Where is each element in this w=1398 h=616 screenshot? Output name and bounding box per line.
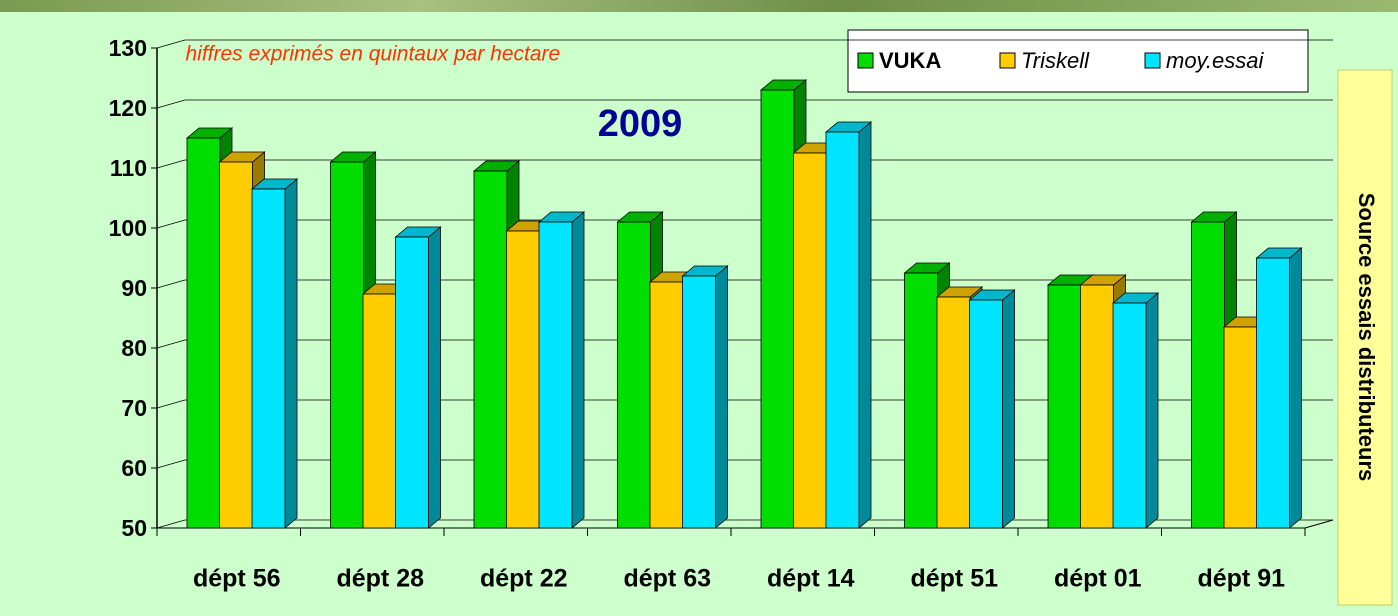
bar-top-shade	[1113, 293, 1158, 303]
bar-top-shade	[1191, 212, 1237, 222]
grass-strip	[0, 0, 1398, 12]
grid-diag	[156, 459, 186, 469]
y-tick-label: 70	[121, 395, 147, 421]
year-label: 2009	[598, 103, 683, 145]
grid-diag	[156, 219, 186, 229]
x-tick-label: dépt 28	[336, 565, 424, 593]
bar	[1256, 257, 1290, 529]
bar-side-shade	[572, 212, 584, 528]
side-label: Source essais distributeurs	[1354, 193, 1379, 482]
bar-top-shade	[904, 263, 950, 273]
legend-swatch	[999, 52, 1016, 69]
bar	[793, 152, 827, 529]
y-tick-label: 90	[121, 275, 147, 301]
bar-side-shade	[1146, 293, 1158, 528]
bar	[473, 170, 508, 529]
bar-side-shade	[859, 122, 871, 528]
grid-diag	[156, 39, 186, 49]
x-tick-label: dépt 14	[767, 565, 855, 593]
bar-top-shade	[969, 290, 1015, 300]
bar	[904, 272, 938, 529]
bar	[682, 275, 716, 529]
bar	[825, 131, 860, 529]
legend-label: moy.essai	[1166, 48, 1265, 73]
bar	[219, 161, 253, 529]
bar	[1080, 284, 1114, 529]
bar	[330, 161, 364, 529]
legend-swatch	[1144, 52, 1161, 69]
bar-side-shade	[715, 266, 728, 528]
bar	[760, 89, 795, 529]
grid-diag	[156, 99, 186, 109]
grid-diag	[156, 519, 186, 529]
bar	[617, 221, 651, 529]
x-tick-label: dépt 63	[623, 565, 711, 593]
bar-top-shade	[682, 266, 728, 276]
bar-top-shade	[219, 152, 265, 162]
bar-top-shade	[474, 161, 519, 171]
x-tick-label: dépt 22	[480, 565, 568, 593]
bar	[1047, 284, 1082, 529]
bar-side-shade	[285, 179, 297, 528]
bar-top-shade	[330, 152, 376, 162]
y-tick-label: 50	[121, 515, 147, 541]
bar	[186, 137, 221, 529]
bar	[969, 299, 1003, 529]
bar	[649, 281, 684, 529]
bar-top-shade	[187, 128, 232, 138]
bar-top-shade	[539, 212, 584, 222]
bar-top-shade	[395, 227, 441, 237]
bar	[1223, 326, 1258, 529]
bar	[251, 188, 286, 529]
y-tick-label: 60	[121, 455, 147, 481]
y-tick-label: 110	[110, 155, 147, 181]
bar-top-shade	[1080, 275, 1126, 285]
legend-label: VUKA	[879, 48, 941, 73]
x-tick-label: dépt 56	[193, 565, 281, 593]
grid-diag	[156, 399, 186, 409]
legend-label: Triskell	[1021, 48, 1090, 73]
y-tick-label: 100	[109, 215, 147, 241]
back-wall	[157, 38, 185, 528]
y-tick-label: 130	[109, 35, 147, 61]
bar-top-shade	[617, 212, 663, 222]
x-tick-label: dépt 91	[1197, 565, 1285, 593]
x-tick-label: dépt 01	[1054, 565, 1142, 593]
y-tick-label: 80	[121, 335, 147, 361]
bar-top-shade	[1256, 248, 1302, 258]
bar-side-shade	[1002, 290, 1015, 528]
legend-swatch	[857, 52, 874, 69]
bar	[936, 296, 971, 529]
bar-side-shade	[428, 227, 441, 528]
bar	[1112, 302, 1147, 529]
bar-side-shade	[1289, 248, 1302, 528]
grid-diag	[156, 339, 186, 349]
bar	[538, 221, 573, 529]
bar-top-shade	[252, 179, 297, 189]
bar	[506, 230, 540, 529]
bar	[395, 236, 429, 529]
grid-diag	[156, 279, 186, 289]
grid-diag	[156, 159, 186, 169]
bar-top-shade	[1048, 275, 1093, 285]
bar	[1191, 221, 1225, 529]
bar-top-shade	[761, 80, 806, 90]
bar	[362, 293, 397, 529]
x-tick-label: dépt 51	[910, 565, 998, 593]
annotation: chiffres exprimés en quintaux par hectar…	[175, 43, 560, 66]
bar-top-shade	[826, 122, 871, 132]
floor-right	[1304, 519, 1334, 529]
y-tick-label: 120	[109, 95, 147, 121]
bar-top-shade	[937, 287, 982, 297]
side-label-box	[1337, 69, 1393, 606]
